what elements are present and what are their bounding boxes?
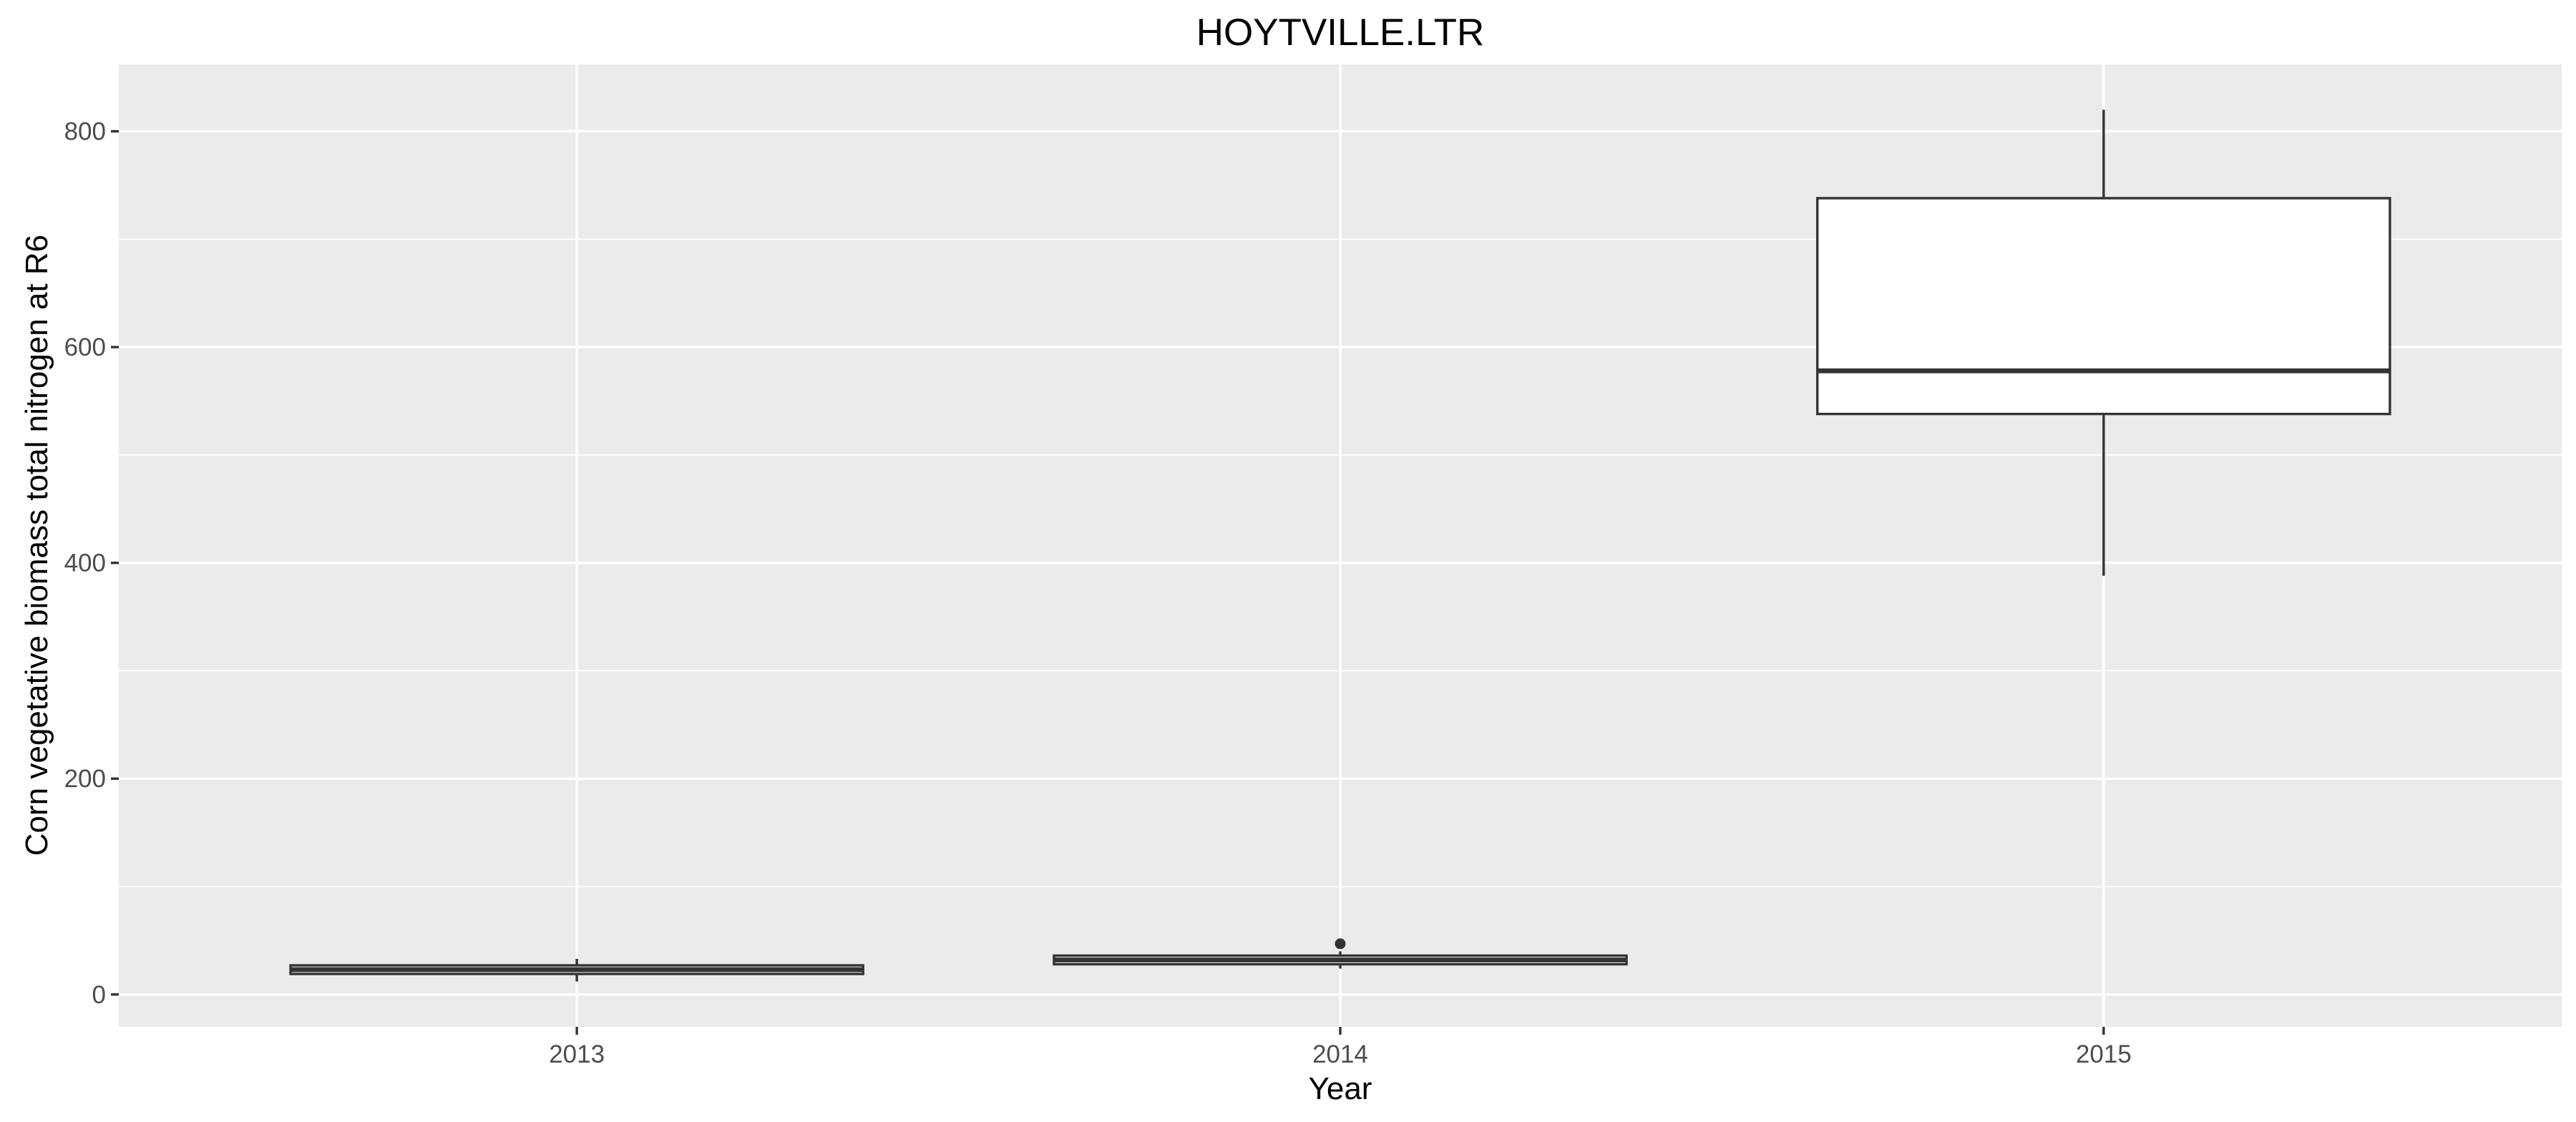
y-tick-label: 400: [64, 550, 106, 577]
y-tick-label: 0: [92, 981, 106, 1009]
x-axis-title: Year: [1309, 1071, 1372, 1106]
box-2014: [1053, 938, 1628, 969]
box-2015: [1816, 109, 2391, 576]
y-tick-label: 800: [64, 117, 106, 145]
box-series: [289, 109, 2391, 982]
grid-lines: [119, 64, 2562, 1027]
x-tick-label: 2013: [549, 1040, 605, 1068]
y-axis-title: Corn vegetative biomass total nitrogen a…: [19, 235, 54, 856]
x-tick-label: 2015: [2076, 1040, 2132, 1068]
axes: 0 200 400 600 800 2013 2014 2015: [64, 117, 2132, 1068]
y-tick-label: 200: [64, 765, 106, 793]
chart-title: HOYTVILLE.LTR: [1196, 11, 1485, 54]
box-2013: [289, 959, 864, 982]
outlier-point: [1335, 938, 1346, 950]
x-tick-label: 2014: [1312, 1040, 1368, 1068]
y-tick-label: 600: [64, 333, 106, 361]
box-body: [1816, 197, 2391, 416]
